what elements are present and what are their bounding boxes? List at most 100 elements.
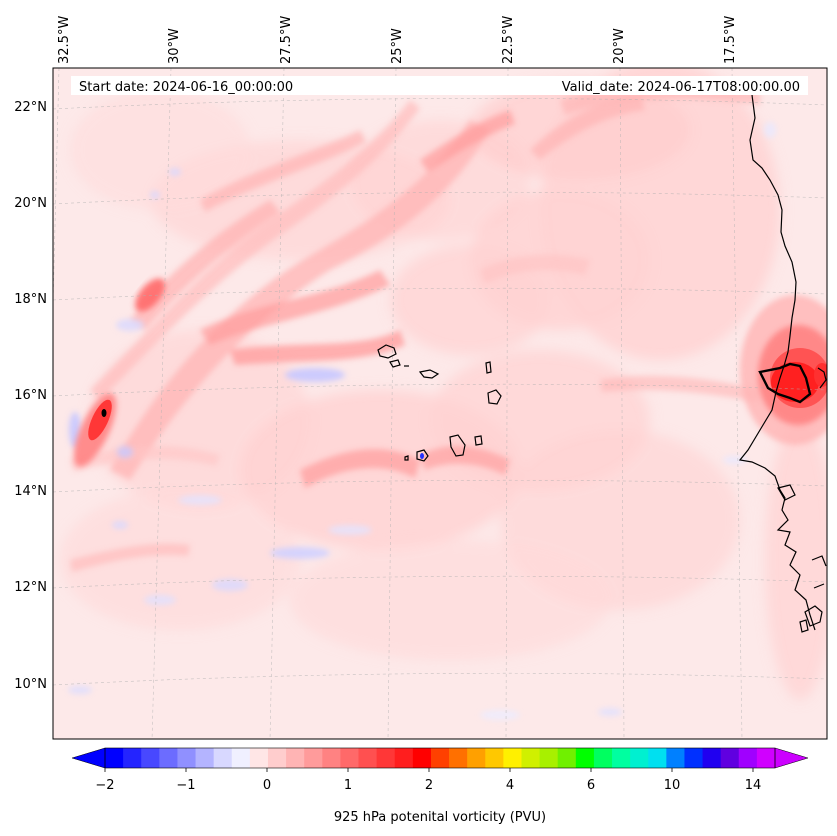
lon-label: 30°W (167, 28, 182, 64)
colorbar-cell (467, 748, 486, 768)
lat-label: 16°N (14, 388, 47, 403)
colorbar-cell (720, 748, 740, 768)
colorbar-cell (249, 748, 269, 768)
colorbar-cell (340, 748, 360, 768)
graticule-lon-20w (619, 68, 625, 739)
valid-date-label: Valid_date: 2024-06-17T08:00:00.00 (562, 80, 800, 95)
lat-label: 14°N (14, 484, 47, 499)
graticule-lat-12n (53, 575, 827, 589)
colorbar-cell (485, 748, 504, 768)
coastline-islands-south (804, 605, 823, 627)
graticule (53, 68, 827, 739)
graticule-lat-16n (53, 383, 827, 397)
start-date-label: Start date: 2024-06-16_00:00:00 (79, 80, 293, 95)
coastline-far-east (811, 555, 827, 567)
colorbar-cell (358, 748, 378, 768)
graticule-lat-10n (53, 672, 827, 686)
colorbar: −2 −1 0 1 2 4 6 10 14 925 hPa potenital … (71, 747, 809, 825)
lon-label: 27.5°W (279, 16, 294, 64)
colorbar-cell (123, 748, 142, 768)
graticule-lat-22n (53, 98, 827, 110)
colorbar-cell (521, 748, 541, 768)
coastline-far-east-2 (813, 583, 825, 589)
pv-negative-patches (68, 122, 776, 720)
colorbar-tick-label: 0 (263, 778, 271, 793)
fogo-pv-spot (420, 453, 424, 459)
longitude-labels: 32.5°W 30°W 27.5°W 25°W 22.5°W 20°W 17.5… (57, 16, 738, 64)
lon-label: 22.5°W (501, 16, 516, 64)
colorbar-over-arrow (774, 747, 809, 769)
colorbar-cell (430, 748, 450, 768)
graticule-lat-18n (53, 287, 827, 301)
colorbar-tick-label: 1 (344, 778, 352, 793)
colorbar-tick-label: 10 (664, 778, 681, 793)
colorbar-tick-label: 4 (506, 778, 514, 793)
lon-label: 32.5°W (57, 16, 72, 64)
lat-label: 18°N (14, 292, 47, 307)
colorbar-cell (648, 748, 667, 768)
colorbar-cell (376, 748, 396, 768)
island-brava (404, 455, 409, 461)
colorbar-label: 925 hPa potenital vorticity (PVU) (334, 810, 546, 825)
lat-label: 22°N (14, 100, 47, 115)
colorbar-cell (141, 748, 160, 768)
colorbar-cell (159, 748, 179, 768)
coastline-river-gambia-region (758, 362, 812, 404)
colorbar-cell (304, 748, 323, 768)
colorbar-cell (738, 748, 758, 768)
colorbar-cell (630, 748, 649, 768)
pv-field (53, 68, 827, 739)
header-background (71, 76, 808, 95)
island-boa-vista (487, 389, 502, 405)
map-frame (52, 67, 828, 740)
colorbar-cell (702, 748, 722, 768)
lon-label: 17.5°W (723, 16, 738, 64)
map-panel: Start date: 2024-06-16_00:00:00 Valid_da… (52, 67, 828, 740)
west-africa-coastline (738, 94, 827, 633)
island-sal (485, 361, 492, 374)
coastline-guinea-bissau (777, 484, 796, 501)
colorbar-tick-label: 2 (425, 778, 433, 793)
colorbar-cell (213, 748, 233, 768)
colorbar-cell (322, 748, 342, 768)
graticule-lat-14n (53, 479, 827, 493)
colorbar-cell (267, 748, 287, 768)
colorbar-cells (105, 748, 776, 768)
colorbar-cell (666, 748, 686, 768)
coastline-bijagos (799, 619, 809, 633)
island-sao-nicolau (418, 369, 440, 379)
colorbar-cell (449, 748, 468, 768)
lat-label: 10°N (14, 677, 47, 692)
colorbar-cell (177, 748, 197, 768)
graticule-lon-17-5w (731, 68, 743, 739)
colorbar-cell (684, 748, 704, 768)
pv-coastal-maximum (740, 295, 827, 445)
colorbar-cell (593, 748, 613, 768)
lat-label: 20°N (14, 196, 47, 211)
coastline-mauritania-senegal (738, 94, 816, 631)
graticule-lon-27-5w (269, 68, 285, 739)
cape-verde-islands (377, 344, 502, 462)
lon-label: 20°W (612, 28, 627, 64)
colorbar-cell (195, 748, 215, 768)
colorbar-cell (503, 748, 523, 768)
colorbar-tick-label: −1 (176, 778, 195, 793)
colorbar-tick-label: −2 (95, 778, 114, 793)
colorbar-cell (612, 748, 631, 768)
island-sao-vicente (389, 359, 401, 368)
graticule-lon-30w (151, 68, 172, 739)
colorbar-under-arrow (71, 747, 106, 769)
colorbar-cell (105, 748, 124, 768)
graticule-lon-22-5w (505, 68, 509, 739)
header-strip: Start date: 2024-06-16_00:00:00 Valid_da… (71, 76, 808, 95)
colorbar-cell (394, 748, 414, 768)
colorbar-cell (756, 748, 776, 768)
pv-western-vortex (73, 278, 165, 467)
graticule-lat-20n (53, 191, 827, 205)
colorbar-ticks (104, 768, 754, 772)
coastline-east-edge (817, 367, 827, 389)
colorbar-tick-label: 14 (745, 778, 762, 793)
colorbar-cell (412, 748, 432, 768)
latitude-labels: 22°N 20°N 18°N 16°N 14°N 12°N 10°N (14, 100, 47, 692)
